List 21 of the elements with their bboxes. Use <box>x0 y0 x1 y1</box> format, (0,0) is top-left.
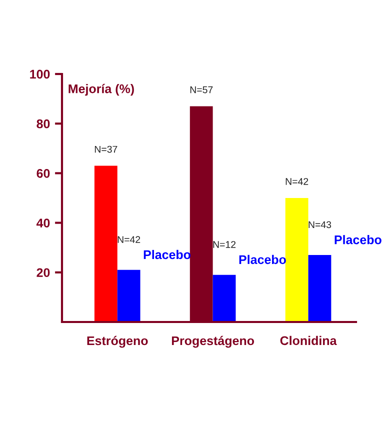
x-tick-label: Clonidina <box>280 336 337 346</box>
text: Placebo <box>334 235 382 244</box>
annotation: N=42 <box>118 236 140 243</box>
y-tick-label: 40 <box>36 218 50 228</box>
bar <box>212 274 236 322</box>
bar <box>285 198 308 322</box>
bar <box>308 255 332 322</box>
y-tick-label: 20 <box>36 268 50 278</box>
x-tick-label: Progestágeno <box>172 336 254 348</box>
x-tick-label: Estrógeno <box>87 336 148 348</box>
y-tick-label: 60 <box>36 169 50 178</box>
annotation: N=42 <box>286 178 308 185</box>
y-tick-label: 100 <box>30 70 50 79</box>
y-tick-label: 80 <box>36 119 50 128</box>
bar <box>94 166 118 322</box>
annotation: N=12 <box>213 241 236 248</box>
y-axis-title: Mejoría (%) <box>68 84 134 96</box>
annotation: N=37 <box>94 146 118 153</box>
bar <box>117 270 140 322</box>
annotation: N=43 <box>308 221 332 228</box>
annotation: N=57 <box>190 86 213 94</box>
